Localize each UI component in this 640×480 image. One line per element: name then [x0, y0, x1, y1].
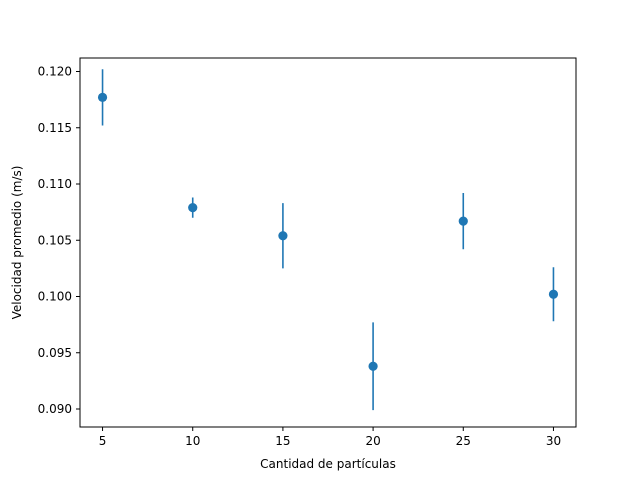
- data-point: [368, 361, 378, 371]
- x-tick-label: 10: [185, 434, 200, 448]
- x-axis-ticks: 5 10 15 20 25 30: [99, 427, 561, 448]
- x-tick-label: 30: [546, 434, 561, 448]
- y-axis-label: Velocidad promedio (m/s): [10, 166, 24, 320]
- data-point: [458, 216, 468, 226]
- y-tick-label: 0.105: [38, 233, 72, 247]
- x-tick-label: 20: [365, 434, 380, 448]
- y-tick-label: 0.095: [38, 346, 72, 360]
- data-point: [97, 92, 108, 102]
- y-tick-label: 0.115: [38, 121, 72, 135]
- x-tick-label: 15: [275, 434, 290, 448]
- data-point: [278, 231, 288, 241]
- x-axis-label: Cantidad de partículas: [260, 457, 396, 471]
- x-tick-label: 25: [456, 434, 471, 448]
- x-tick-label: 5: [99, 434, 107, 448]
- y-tick-label: 0.090: [38, 402, 72, 416]
- data-marks: [97, 69, 559, 411]
- y-tick-label: 0.110: [38, 177, 72, 191]
- data-point: [548, 289, 559, 299]
- plot-area-frame: [79, 57, 577, 428]
- y-tick-label: 0.120: [38, 65, 72, 79]
- y-tick-label: 0.100: [38, 290, 72, 304]
- y-axis-ticks: 0.090 0.095 0.100 0.105 0.110 0.115 0.120: [38, 65, 80, 416]
- data-point: [188, 203, 198, 213]
